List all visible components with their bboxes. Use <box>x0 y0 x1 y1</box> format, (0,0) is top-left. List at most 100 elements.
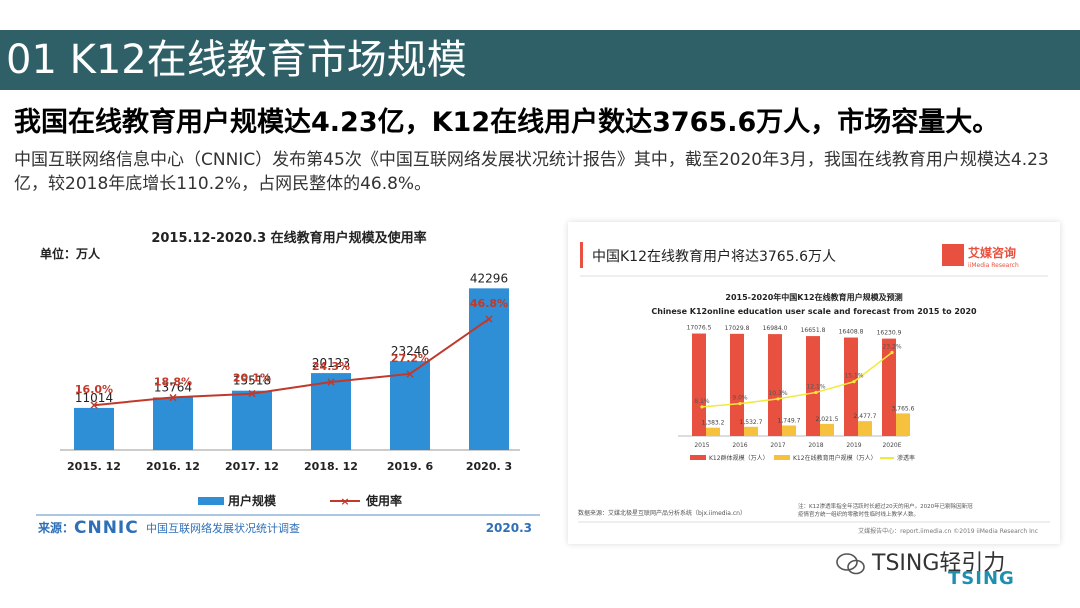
usage-rate-marker: × <box>168 390 178 404</box>
cnnic-logo: CNNIC <box>74 518 139 538</box>
x-tick-label: 2018 <box>808 442 823 449</box>
penetration-line <box>701 351 893 408</box>
wechat-watermark: TSING轻引力 <box>836 545 1005 577</box>
x-tick-label: 2017 <box>770 442 785 449</box>
legend-label-rate: 使用率 <box>365 493 402 508</box>
usage-rate-marker: × <box>247 387 257 401</box>
user-bar <box>74 407 114 450</box>
k12-online-bar <box>896 413 910 436</box>
k12-online-bar-label: 1,749.7 <box>778 418 801 425</box>
legend-rate-marker: × <box>340 495 349 508</box>
penetration-label: 10.3% <box>768 390 787 397</box>
user-bar <box>232 390 272 450</box>
k12-online-bar <box>782 425 796 436</box>
k12-group-bar-label: 16651.8 <box>801 327 826 334</box>
k12-online-bar <box>858 421 872 436</box>
heading-accent <box>580 242 583 268</box>
k12-online-bar-label: 2,477.7 <box>854 413 877 420</box>
k12-group-bar <box>692 333 706 436</box>
penetration-point <box>852 380 856 384</box>
user-bar <box>311 373 351 450</box>
left-chart-unit: 单位：万人 <box>40 246 101 261</box>
penetration-point <box>700 405 704 409</box>
user-bar-label: 15518 <box>233 374 271 388</box>
usage-rate-marker: × <box>405 367 415 381</box>
legend-label-k12-online: K12在线教育用户规模（万人） <box>793 454 877 462</box>
usage-rate-line <box>93 318 490 407</box>
right-note-2: 疫情官方统一组织的零散时性临时线上教学人数。 <box>798 510 919 518</box>
description-paragraph: 中国互联网络信息中心（CNNIC）发布第45次《中国互联网络发展状况统计报告》其… <box>14 150 1049 194</box>
x-tick-label: 2019 <box>846 442 861 449</box>
x-tick-label: 2018. 12 <box>304 460 358 473</box>
x-tick-label: 2015. 12 <box>67 460 121 473</box>
user-bar-label: 42296 <box>470 271 508 285</box>
user-bar-label: 11014 <box>75 391 113 405</box>
right-heading: 中国K12在线教育用户将达3765.6万人 <box>592 248 836 265</box>
source-name: 中国互联网络发展状况统计调查 <box>146 521 300 535</box>
watermark-text: TSING轻引力 <box>872 551 1006 576</box>
left-chart-card: 2015.12-2020.3 在线教育用户规模及使用率 单位：万人 11014 1… <box>30 222 548 542</box>
k12-online-bar <box>820 423 834 436</box>
usage-rate-marker: × <box>89 398 99 412</box>
k12-group-bar <box>730 333 744 436</box>
wechat-icon <box>836 553 866 575</box>
right-footer: 艾媒报告中心：report.iimedia.cn ©2019 iiMedia R… <box>858 527 1038 535</box>
right-note-1: 注：K12渗透率指全年活跃时长超过20天的用户。2020年已剔除因新冠 <box>798 502 973 510</box>
x-tick-label: 2016 <box>732 442 747 449</box>
usage-rate-label: 24.3% <box>312 360 350 373</box>
user-bar <box>153 397 193 450</box>
k12-group-bar-label: 17076.5 <box>687 325 712 332</box>
usage-rate-label: 20.1% <box>233 372 271 385</box>
penetration-point <box>776 397 780 401</box>
cnnic-user-chart: 2015.12-2020.3 在线教育用户规模及使用率 单位：万人 110141… <box>36 230 540 538</box>
x-tick-label: 2020E <box>882 442 901 449</box>
legend-label-users: 用户规模 <box>227 493 277 508</box>
x-tick-label: 2019. 6 <box>387 460 434 473</box>
x-tick-label: 2020. 3 <box>466 460 512 473</box>
user-bar-label: 23246 <box>391 344 429 358</box>
slide-title: 01 K12在线教育市场规模 <box>0 30 1080 90</box>
right-chart-card: 中国K12在线教育用户将达3765.6万人 艾媒咨询 iiMedia Resea… <box>568 222 1060 544</box>
legend-swatch-k12-group <box>690 455 706 460</box>
iimedia-logo-en: iiMedia Research <box>968 262 1019 269</box>
iimedia-k12-chart: 中国K12在线教育用户将达3765.6万人 艾媒咨询 iiMedia Resea… <box>578 242 1050 535</box>
right-title-en: Chinese K12online education user scale a… <box>651 307 977 316</box>
legend-swatch-users <box>198 497 224 505</box>
k12-group-bar-label: 16408.8 <box>839 329 864 336</box>
k12-group-bar <box>806 336 820 436</box>
penetration-label: 23.2% <box>882 343 901 350</box>
right-title-cn: 2015-2020年中国K12在线教育用户规模及预测 <box>725 292 902 302</box>
legend-swatch-k12-online <box>774 455 790 460</box>
penetration-label: 9.0% <box>732 395 748 402</box>
k12-online-bar <box>706 427 720 436</box>
penetration-label: 8.1% <box>694 398 710 405</box>
legend-label-penetration: 渗透率 <box>897 454 915 462</box>
tsing-brand-logo: TSING <box>948 568 1015 589</box>
user-bar-label: 20123 <box>312 356 350 370</box>
usage-rate-label: 16.0% <box>75 383 113 396</box>
penetration-point <box>814 390 818 395</box>
user-bar <box>469 288 509 450</box>
k12-online-bar-label: 2,021.5 <box>816 416 839 423</box>
user-bar-label: 13764 <box>154 380 192 394</box>
k12-online-bar-label: 3,765.6 <box>892 405 915 412</box>
source-date: 2020.3 <box>486 521 532 535</box>
penetration-label: 12.1% <box>806 383 825 390</box>
k12-group-bar-label: 16984.0 <box>763 325 788 332</box>
usage-rate-label: 46.8% <box>470 297 508 310</box>
k12-group-bar-label: 16230.9 <box>877 330 902 337</box>
usage-rate-label: 27.2% <box>391 352 429 365</box>
headline: 我国在线教育用户规模达4.23亿，K12在线用户数达3765.6万人，市场容量大… <box>14 107 1000 138</box>
k12-group-bar <box>768 334 782 436</box>
x-tick-label: 2015 <box>694 442 709 449</box>
k12-group-bar <box>844 337 858 436</box>
x-tick-label: 2017. 12 <box>225 460 279 473</box>
legend-label-k12-group: K12群体规模（万人） <box>709 454 769 462</box>
penetration-point <box>890 350 894 355</box>
iimedia-logo-icon <box>942 244 964 266</box>
k12-group-bar <box>882 338 896 436</box>
left-chart-title: 2015.12-2020.3 在线教育用户规模及使用率 <box>151 230 426 246</box>
k12-online-bar-label: 1,532.7 <box>740 419 763 426</box>
k12-online-bar-label: 1,383.2 <box>702 420 725 427</box>
penetration-label: 15.1% <box>844 373 863 380</box>
